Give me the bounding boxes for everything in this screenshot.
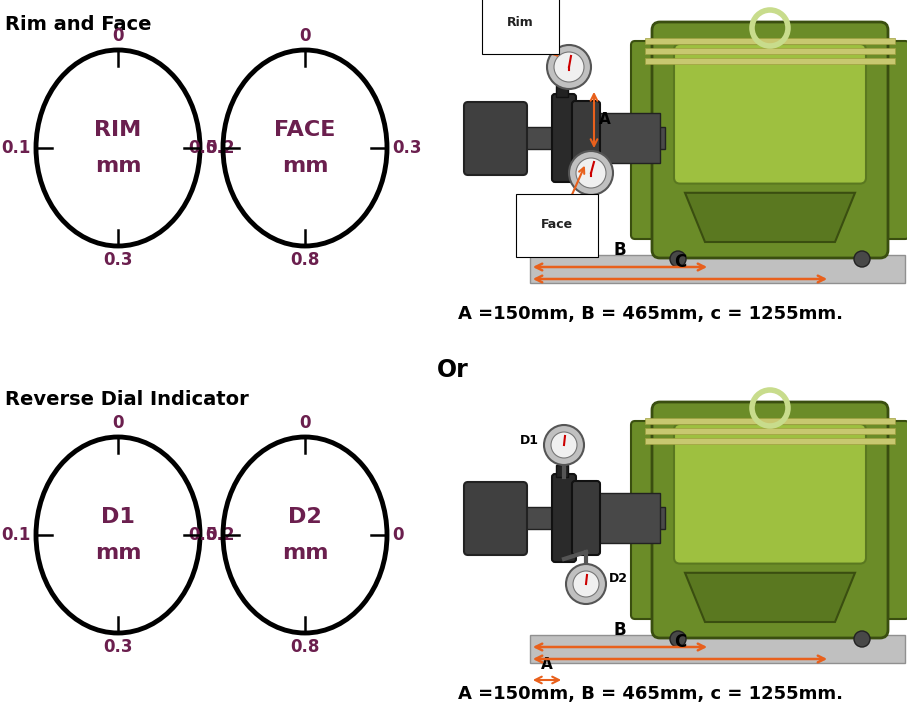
Text: A: A — [599, 113, 610, 127]
Circle shape — [573, 571, 599, 597]
Text: D2: D2 — [288, 507, 322, 527]
Circle shape — [569, 151, 613, 195]
Text: D2: D2 — [609, 573, 628, 586]
Text: mm: mm — [94, 156, 141, 176]
Circle shape — [566, 564, 606, 604]
Bar — [495, 507, 665, 529]
Circle shape — [854, 631, 870, 647]
FancyBboxPatch shape — [552, 94, 576, 182]
Text: C: C — [674, 633, 686, 651]
Bar — [530, 635, 905, 663]
Text: Rim and Face: Rim and Face — [5, 15, 151, 34]
Text: A =150mm, B = 465mm, c = 1255mm.: A =150mm, B = 465mm, c = 1255mm. — [457, 305, 843, 323]
Text: mm: mm — [282, 543, 328, 563]
Text: 0.3: 0.3 — [103, 638, 132, 656]
Text: 0.1: 0.1 — [2, 139, 31, 157]
Bar — [645, 58, 895, 64]
Text: A =150mm, B = 465mm, c = 1255mm.: A =150mm, B = 465mm, c = 1255mm. — [457, 685, 843, 703]
FancyBboxPatch shape — [572, 101, 600, 175]
Text: 0.8: 0.8 — [290, 638, 319, 656]
FancyBboxPatch shape — [652, 402, 888, 638]
Circle shape — [554, 52, 584, 82]
Text: FACE: FACE — [274, 120, 336, 140]
Text: Or: Or — [437, 358, 469, 382]
Bar — [495, 127, 665, 149]
Text: C: C — [674, 253, 686, 271]
Text: 0: 0 — [299, 414, 311, 432]
Bar — [556, 465, 568, 477]
Circle shape — [547, 45, 591, 89]
Text: Face: Face — [541, 218, 573, 231]
Bar — [645, 48, 895, 54]
Text: 0: 0 — [299, 27, 311, 45]
Text: 0.2: 0.2 — [205, 526, 235, 544]
Text: RIM: RIM — [94, 120, 141, 140]
Text: 0.3: 0.3 — [103, 251, 132, 269]
FancyBboxPatch shape — [552, 474, 576, 562]
Circle shape — [670, 251, 686, 267]
Text: 0.3: 0.3 — [392, 139, 422, 157]
Text: B: B — [614, 621, 627, 639]
Text: 0.5: 0.5 — [189, 526, 218, 544]
FancyBboxPatch shape — [631, 41, 669, 239]
Text: 0.2: 0.2 — [205, 139, 235, 157]
Text: 0.5: 0.5 — [189, 139, 218, 157]
Bar — [645, 438, 895, 444]
FancyBboxPatch shape — [464, 102, 527, 175]
Circle shape — [854, 251, 870, 267]
Circle shape — [576, 158, 606, 188]
Circle shape — [670, 631, 686, 647]
Circle shape — [551, 432, 577, 458]
Text: 0: 0 — [112, 27, 123, 45]
FancyBboxPatch shape — [572, 481, 600, 555]
Bar — [597, 493, 660, 543]
Text: mm: mm — [94, 543, 141, 563]
Bar — [530, 255, 905, 283]
Text: mm: mm — [282, 156, 328, 176]
FancyBboxPatch shape — [464, 482, 527, 555]
Text: D1: D1 — [520, 434, 539, 447]
FancyBboxPatch shape — [871, 421, 907, 619]
Text: 0: 0 — [392, 526, 404, 544]
FancyBboxPatch shape — [871, 41, 907, 239]
Text: 0.1: 0.1 — [2, 526, 31, 544]
Text: A: A — [541, 657, 553, 672]
Bar — [645, 38, 895, 44]
FancyBboxPatch shape — [652, 22, 888, 258]
Text: 0.8: 0.8 — [290, 251, 319, 269]
Text: D1: D1 — [101, 507, 135, 527]
Text: Reverse Dial Indicator: Reverse Dial Indicator — [5, 390, 249, 409]
Text: Rim: Rim — [507, 15, 533, 28]
Text: 0: 0 — [112, 414, 123, 432]
FancyBboxPatch shape — [674, 44, 866, 184]
Bar — [645, 428, 895, 434]
Text: B: B — [614, 241, 627, 259]
FancyBboxPatch shape — [631, 421, 669, 619]
Bar — [556, 85, 568, 97]
Circle shape — [544, 425, 584, 465]
Bar — [645, 418, 895, 424]
Polygon shape — [685, 573, 855, 622]
Bar — [597, 113, 660, 163]
FancyBboxPatch shape — [674, 424, 866, 564]
Polygon shape — [685, 193, 855, 242]
